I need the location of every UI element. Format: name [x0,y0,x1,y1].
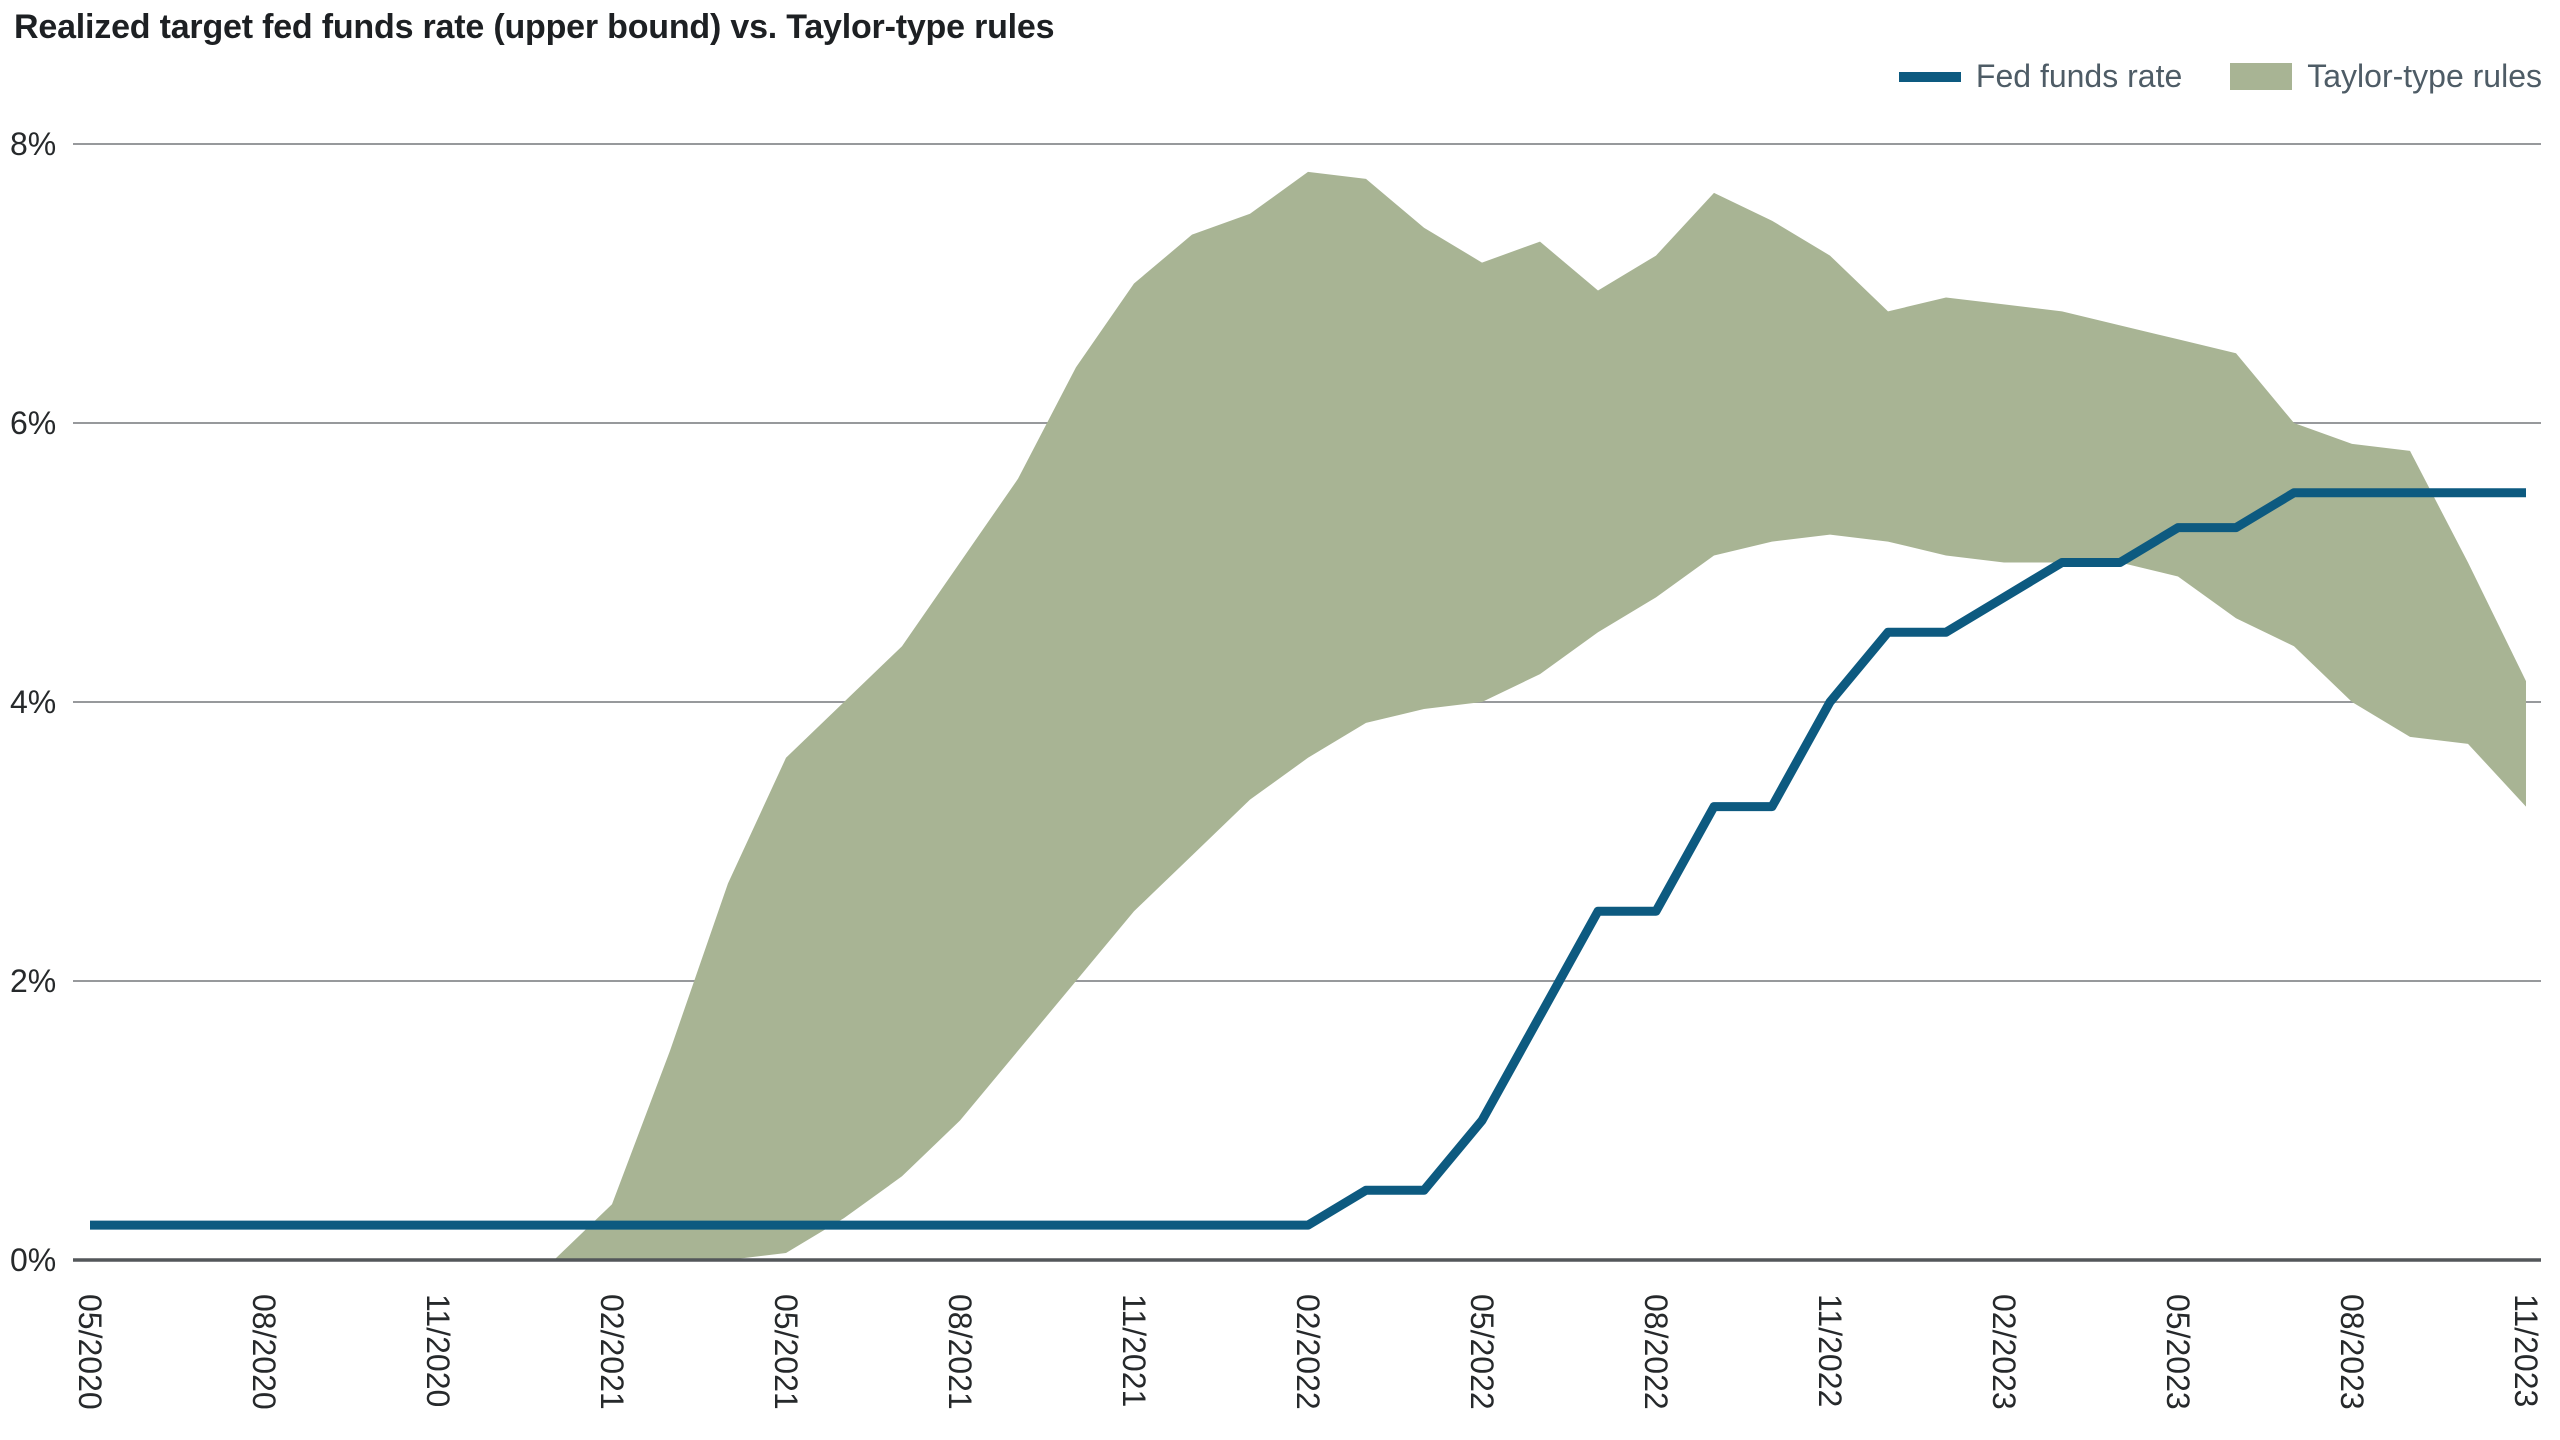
x-tick-label: 02/2022 [1290,1294,1326,1410]
y-tick-label: 2% [10,963,56,999]
x-tick-label: 11/2022 [1812,1294,1848,1407]
y-tick-label: 4% [10,684,56,720]
legend-item-fed-funds: Fed funds rate [1898,58,2183,95]
y-tick-label: 8% [10,126,56,162]
x-tick-label: 02/2023 [1986,1294,2022,1410]
x-tick-label: 02/2021 [594,1294,630,1410]
x-tick-label: 08/2023 [2334,1294,2370,1410]
fed-funds-rate-line [90,488,2526,1230]
chart-legend: Fed funds rate Taylor-type rules [1898,58,2542,95]
x-tick-label: 08/2022 [1638,1294,1674,1410]
x-tick-label: 05/2020 [72,1294,108,1410]
chart-title: Realized target fed funds rate (upper bo… [14,8,1055,46]
x-tick-label: 11/2021 [1116,1294,1152,1407]
legend-label-fed-funds: Fed funds rate [1975,58,2183,94]
legend-item-taylor-rules: Taylor-type rules [2230,58,2542,95]
x-tick-label: 08/2021 [942,1294,978,1410]
y-tick-label: 6% [10,405,56,441]
x-tick-label: 08/2020 [246,1294,282,1410]
taylor-rules-band [554,171,2526,1260]
x-tick-label: 05/2023 [2160,1294,2196,1410]
fed-funds-line-swatch [1898,71,1961,82]
taylor-rules-band-swatch [2230,63,2293,90]
x-tick-label: 05/2021 [768,1294,804,1410]
x-tick-label: 05/2022 [1464,1294,1500,1410]
y-tick-label: 0% [10,1242,56,1278]
legend-label-taylor-rules: Taylor-type rules [2307,58,2542,94]
x-tick-label: 11/2023 [2508,1294,2544,1407]
x-tick-label: 11/2020 [420,1294,456,1407]
